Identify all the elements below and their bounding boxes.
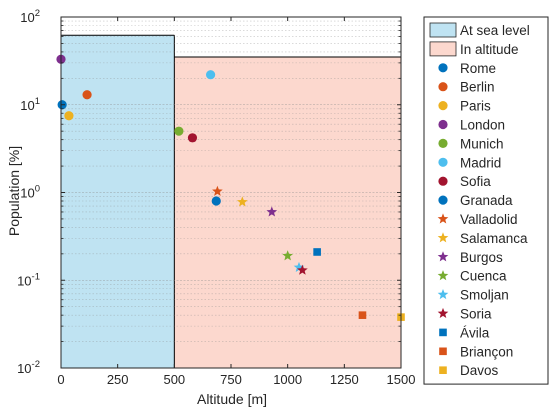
legend-marker-munich (438, 138, 448, 148)
legend-label-sea-level: At sea level (460, 23, 530, 38)
legend-marker-berlin (438, 82, 448, 92)
x-tick-label: 250 (107, 372, 129, 387)
legend-marker-salamanca (437, 232, 449, 243)
legend-swatch-altitude (429, 41, 457, 57)
legend-label-briancon: Briançon (460, 344, 513, 359)
data-point-soria (297, 264, 308, 275)
y-tick-exponent: -2 (32, 359, 40, 370)
legend-marker-soria (437, 307, 449, 319)
legend-label-rome: Rome (460, 61, 496, 76)
data-point-munich (174, 126, 184, 136)
legend-label-london: London (460, 118, 505, 133)
x-axis-label: Altitude [m] (197, 391, 267, 407)
y-tick-exponent: 0 (35, 184, 40, 195)
legend-marker-madrid (438, 157, 448, 167)
data-point-avila (313, 248, 321, 256)
legend-label-soria: Soria (460, 307, 492, 322)
legend-marker-sofia (438, 176, 448, 186)
legend-marker-smoljan (437, 289, 449, 300)
legend-label-sofia: Sofia (460, 174, 491, 189)
region-sea-level (61, 35, 175, 369)
legend-label-munich: Munich (460, 136, 504, 151)
y-axis-label: Population [%] (6, 146, 22, 236)
data-point-paris (64, 111, 74, 121)
data-point-madrid (206, 70, 216, 80)
legend-marker-granada (438, 195, 448, 205)
legend-label-granada: Granada (460, 193, 513, 208)
legend-label-smoljan: Smoljan (460, 288, 509, 303)
legend-marker-rome (438, 63, 448, 73)
y-tick-exponent: 1 (35, 96, 40, 107)
y-tick-exponent: -1 (32, 271, 40, 282)
legend-marker-avila (439, 328, 447, 337)
legend-label-davos: Davos (460, 363, 499, 378)
legend-marker-briancon (439, 347, 447, 356)
legend-marker-burgos (437, 251, 449, 262)
x-tick-label: 0 (57, 372, 64, 387)
legend-label-altitude: In altitude (460, 42, 519, 57)
data-point-valladolid (212, 185, 223, 196)
legend-label-berlin: Berlin (460, 80, 495, 95)
data-point-sofia (187, 133, 198, 143)
legend-label-avila: Ávila (460, 325, 490, 340)
legend-marker-cuenca (437, 270, 449, 281)
x-tick-label: 500 (163, 372, 185, 387)
region-altitude (174, 57, 401, 369)
legend: At sea level In altitude Rome Berlin Paris Lo… (423, 16, 549, 385)
legend-marker-valladolid (437, 213, 449, 224)
x-tick-label: 1250 (330, 372, 359, 387)
legend-marker-paris (438, 101, 448, 111)
legend-label-valladolid: Valladolid (460, 212, 518, 227)
x-tick-label: 1500 (387, 372, 416, 387)
data-point-smoljan (293, 261, 305, 272)
y-tick-exponent: 2 (35, 8, 40, 19)
legend-marker-davos (439, 366, 447, 374)
x-tick-label: 750 (220, 372, 242, 387)
legend-label-salamanca: Salamanca (460, 231, 528, 246)
data-point-granada (211, 196, 221, 206)
legend-label-paris: Paris (460, 99, 491, 114)
data-point-cuenca (282, 250, 293, 261)
x-tick-label: 1000 (273, 372, 302, 387)
legend-label-burgos: Burgos (460, 250, 503, 265)
legend-swatch-sea-level (429, 22, 457, 38)
data-point-salamanca (237, 196, 248, 207)
data-point-burgos (266, 206, 278, 217)
data-point-briancon (358, 311, 367, 319)
plot-layer (56, 20, 405, 369)
data-point-berlin (82, 90, 92, 100)
legend-label-cuenca: Cuenca (460, 269, 507, 284)
legend-label-madrid: Madrid (460, 155, 501, 170)
legend-marker-london (438, 119, 448, 130)
